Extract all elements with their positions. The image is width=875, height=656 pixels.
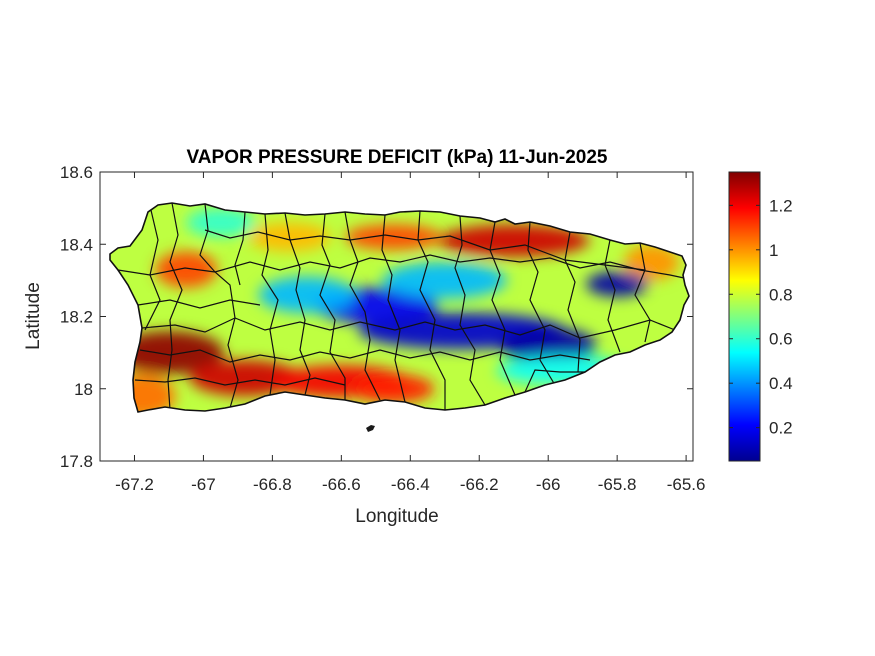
y-tick-label-1: 18	[74, 380, 93, 399]
municipality-boundary-1	[167, 203, 183, 411]
municipality-boundary-7	[344, 211, 381, 401]
municipality-boundary-3	[234, 211, 246, 286]
vpd-region-8	[624, 244, 680, 281]
island-data-field	[110, 203, 689, 412]
caja-de-muerto-islet	[366, 425, 375, 432]
vpd-region-3	[351, 374, 435, 404]
x-tick-label-6: -66	[536, 475, 561, 494]
municipality-boundary-13	[564, 231, 581, 373]
x-tick-label-7: -65.8	[598, 475, 637, 494]
municipality-boundary-12	[527, 221, 556, 386]
municipality-boundary-20	[134, 377, 346, 386]
colorbar-tick-label-4: 1	[769, 241, 778, 260]
x-tick-label-4: -66.4	[391, 475, 430, 494]
y-tick-label-2: 18.2	[60, 308, 93, 327]
colorbar-tick-label-3: 0.8	[769, 285, 793, 304]
colorbar-ticks: 0.2 0.4 0.6 0.8 1 1.2	[729, 196, 793, 438]
vpd-region-15	[382, 262, 507, 299]
x-tick-label-0: -67.2	[115, 475, 154, 494]
x-axis-label: Longitude	[355, 506, 438, 527]
x-axis-ticks: -67.2 -67 -66.8 -66.6 -66.4 -66.2 -66 -65.8 -65.…	[115, 172, 705, 494]
municipality-boundary-6	[319, 213, 346, 400]
chart-title: VAPOR PRESSURE DEFICIT (kPa) 11-Jun-2025	[187, 147, 608, 168]
x-tick-label-3: -66.6	[322, 475, 361, 494]
colorbar-tick-label-2: 0.6	[769, 330, 793, 349]
x-tick-label-1: -67	[191, 475, 216, 494]
municipality-boundary-16	[117, 254, 685, 279]
colorbar-tick-label-0: 0.2	[769, 419, 793, 438]
vpd-region-7	[155, 251, 218, 288]
y-tick-label-3: 18.4	[60, 235, 93, 254]
vpd-region-12	[499, 327, 597, 364]
y-tick-label-0: 17.8	[60, 452, 93, 471]
municipality-boundary-4	[261, 213, 279, 396]
vpd-region-17	[186, 208, 256, 238]
municipality-boundary-22	[204, 229, 646, 271]
municipality-boundary-10	[454, 215, 486, 406]
municipality-boundary-17	[141, 317, 676, 339]
colorbar	[728, 171, 761, 462]
vpd-region-1	[189, 359, 300, 396]
municipality-boundary-15	[634, 242, 651, 343]
municipality-boundaries	[117, 203, 685, 411]
colorbar-tick-label-5: 1.2	[769, 196, 793, 215]
vpd-region-13	[586, 271, 649, 297]
y-tick-label-4: 18.6	[60, 163, 93, 182]
municipality-boundary-2	[199, 203, 239, 409]
vpd-region-6	[344, 224, 442, 250]
vpd-region-5	[437, 224, 590, 257]
y-axis-label: Latitude	[23, 282, 44, 350]
municipality-boundary-21	[524, 369, 585, 393]
vpd-regions	[110, 208, 680, 412]
island-outline	[109, 202, 690, 413]
municipality-boundary-9	[417, 210, 446, 410]
municipality-boundary-18	[137, 299, 261, 309]
vpd-region-0	[113, 330, 225, 375]
x-tick-label-2: -66.8	[253, 475, 292, 494]
y-axis-ticks: 17.8 18 18.2 18.4 18.6	[60, 163, 693, 471]
vpd-region-14	[258, 276, 356, 313]
x-tick-label-8: -65.6	[667, 475, 706, 494]
x-tick-label-5: -66.2	[460, 475, 499, 494]
municipality-boundary-8	[381, 214, 406, 403]
municipality-boundary-5	[284, 212, 311, 396]
colorbar-tick-label-1: 0.4	[769, 374, 793, 393]
municipality-boundary-19	[139, 349, 591, 363]
